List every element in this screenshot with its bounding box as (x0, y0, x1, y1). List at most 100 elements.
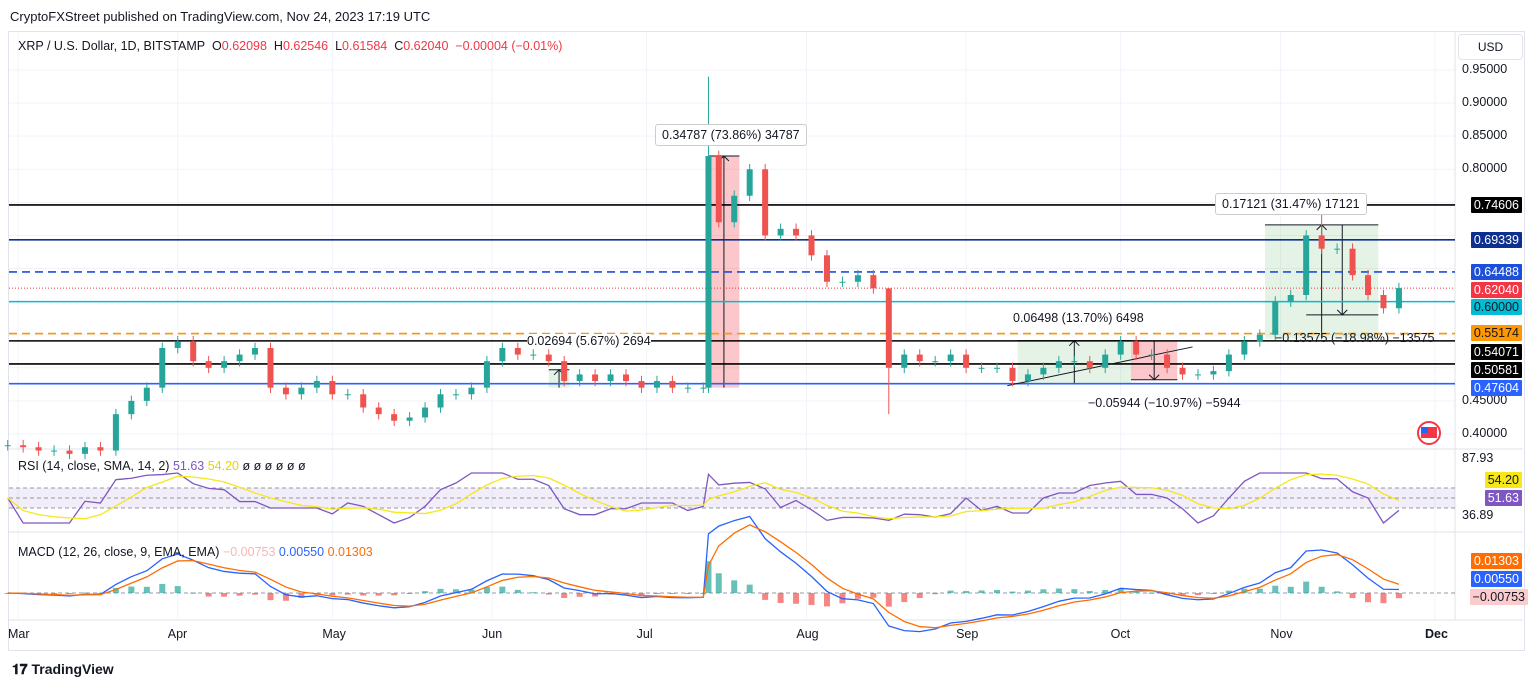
high-value: 0.62546 (282, 39, 329, 53)
close-label: C (394, 39, 404, 53)
y-tick-label: 0.95000 (1462, 62, 1508, 76)
symbol-title[interactable]: XRP / U.S. Dollar, 1D, BITSTAMP (18, 39, 206, 53)
candle (530, 349, 537, 360)
rsi-price-label: 51.63 (1484, 490, 1522, 506)
y-tick-label: 0.45000 (1462, 392, 1508, 407)
candle-body (731, 195, 738, 223)
macd-line (7, 515, 1399, 633)
macd-histogram-bar (576, 593, 583, 597)
candle (1148, 349, 1155, 360)
candle (561, 355, 568, 387)
level-price-label: 0.54071 (1470, 344, 1522, 360)
x-tick-label: Jun (482, 627, 503, 641)
tradingview-logo[interactable]: 𝟏𝟕 TradingView (12, 661, 114, 678)
candle-body (1133, 341, 1140, 355)
macd-histogram-bar (1272, 585, 1279, 593)
candle-body (1179, 367, 1186, 375)
macd-histogram-bar (252, 593, 259, 595)
measurement-label: 0.34787 (73.86%) 34787 (655, 124, 807, 146)
currency-button[interactable]: USD (1458, 34, 1523, 60)
candle (777, 223, 784, 241)
macd-histogram-bar (1349, 593, 1356, 599)
candle-body (282, 387, 289, 395)
y-tick-label: 0.40000 (1462, 425, 1508, 440)
macd-histogram-bar (452, 589, 459, 593)
macd-histogram-bar (514, 589, 521, 593)
macd-value: 0.00550 (278, 545, 325, 559)
measurement-label: 0.06498 (13.70%) 6498 (1013, 311, 1144, 325)
macd-histogram-bar (437, 588, 444, 593)
macd-histogram-bar (854, 593, 861, 599)
macd-histogram-bar (112, 587, 119, 593)
x-tick-label: Apr (167, 627, 188, 641)
macd-histogram-bar (731, 580, 738, 593)
candle-body (530, 354, 537, 356)
candle-body (66, 450, 73, 454)
candle (4, 439, 11, 451)
candle-body (483, 361, 490, 388)
candle (329, 375, 336, 400)
level-price-label: 0.60000 (1470, 299, 1522, 315)
x-tick-label: Sep (956, 627, 979, 641)
level-price-label: 0.62040 (1470, 282, 1522, 298)
candle (963, 349, 970, 374)
candle (514, 342, 521, 360)
macd-histogram-bar (174, 586, 181, 593)
signal-price-label: 0.01303 (1470, 553, 1522, 569)
candle-body (1164, 354, 1171, 368)
candle (468, 382, 475, 400)
macd-title[interactable]: MACD (12, 26, close, 9, EMA, EMA) (18, 545, 220, 559)
x-tick-label: Aug (796, 627, 819, 641)
rsi-ma-value: 54.20 (207, 459, 239, 473)
candle (1024, 369, 1031, 387)
candle (916, 349, 923, 367)
candle-body (375, 407, 382, 415)
candle (793, 223, 800, 241)
macd-histogram-bar (483, 586, 490, 593)
candle (1380, 289, 1387, 314)
candle-body (51, 450, 58, 452)
level-price-label: 0.74606 (1470, 197, 1522, 213)
macd-histogram-bar (669, 593, 676, 594)
candle-body (1194, 374, 1201, 376)
rsi-line (7, 472, 1400, 524)
candle-body (4, 445, 11, 447)
low-value: 0.61584 (342, 39, 388, 53)
candle-body (329, 381, 336, 395)
candle (313, 375, 320, 393)
candle-body (623, 374, 630, 382)
rsi-title[interactable]: RSI (14, close, SMA, 14, 2) (18, 459, 170, 473)
candle (360, 388, 367, 413)
macd-histogram-bar (592, 593, 599, 597)
arrow-head-icon (1148, 374, 1160, 381)
x-tick-label: Dec (1425, 627, 1448, 641)
candle-body (159, 347, 166, 388)
candle (1287, 289, 1294, 307)
macd-histogram-bar (282, 593, 289, 601)
candle (1055, 355, 1062, 374)
candle (190, 336, 197, 367)
macd-histogram-bar (1179, 593, 1186, 596)
us-flag-icon (1421, 427, 1437, 438)
macd-histogram-bar (947, 590, 954, 593)
macd-histogram-bar (545, 593, 552, 595)
candle (159, 342, 166, 393)
macd-histogram-bar (1395, 593, 1402, 599)
candle (483, 355, 490, 393)
macd-histogram-bar (499, 586, 506, 593)
candle (1256, 329, 1263, 347)
candle-body (1287, 295, 1294, 302)
measurement-label: −0.13575 (−18.98%) −13575 (1275, 331, 1435, 345)
candle-body (715, 156, 722, 223)
rsi-scale-label: 36.89 (1462, 508, 1494, 522)
candle-body (1303, 235, 1310, 296)
candle (576, 369, 583, 387)
low-label: L (335, 39, 343, 53)
candle-body (762, 169, 769, 236)
candle-body (35, 447, 42, 451)
candle-body (700, 387, 707, 389)
candle-body (468, 387, 475, 395)
candle-body (1086, 361, 1093, 368)
macd-histogram-bar (653, 593, 660, 594)
candle (623, 369, 630, 387)
